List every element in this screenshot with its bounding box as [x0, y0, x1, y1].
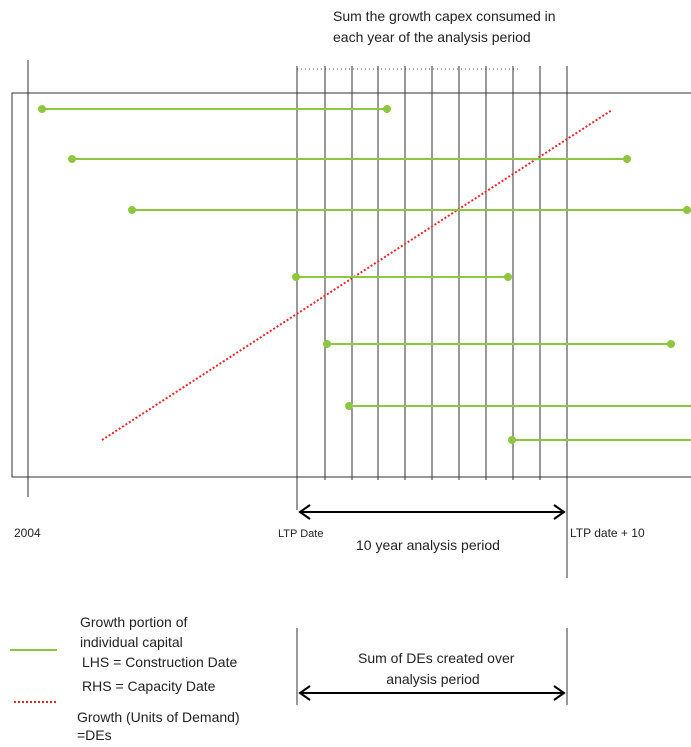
growth-demand-line	[101, 109, 613, 441]
capital-span-2	[68, 155, 631, 163]
legend-construction-text: LHS = Construction Date	[82, 654, 238, 670]
legend-capital-line-2: individual capital	[80, 634, 183, 651]
ltp-date-label: LTP Date	[278, 528, 324, 540]
ltp-plus-label: LTP date + 10	[570, 526, 645, 540]
legend-capacity-text: RHS = Capacity Date	[82, 678, 216, 694]
legend-capital-text: Growth portion of individual capital	[80, 612, 187, 653]
start-year-label: 2004	[14, 526, 41, 540]
header-line-1: Sum the growth capex consumed in	[333, 8, 556, 24]
capital-span-3	[128, 206, 691, 214]
de-sum-arrow	[298, 685, 566, 701]
capital-span-6	[345, 402, 691, 410]
capital-spans	[38, 105, 691, 444]
de-sum-line-1: Sum of DEs created over	[358, 650, 515, 666]
de-sum-bracket	[296, 628, 568, 705]
timeline-frame	[11, 92, 691, 478]
de-sum-line-2: analysis period	[386, 671, 480, 687]
legend-capital-line-1: Growth portion of	[80, 614, 188, 630]
legend-demand-line-1: Growth (Units of Demand)	[77, 709, 240, 725]
legend-demand-text: Growth (Units of Demand) =DEs	[77, 708, 240, 744]
de-sum-text: Sum of DEs created over analysis period	[358, 648, 515, 690]
analysis-period-arrow	[298, 504, 566, 520]
capital-span-5	[323, 340, 675, 348]
analysis-period-label: 10 year analysis period	[356, 537, 500, 553]
capital-span-4	[292, 273, 512, 281]
header-text: Sum the growth capex consumed in each ye…	[333, 6, 556, 48]
legend-demand-line-2: =DEs	[77, 727, 112, 744]
year-gridlines	[296, 66, 568, 578]
capital-span-1	[38, 105, 391, 113]
header-line-2: each year of the analysis period	[333, 29, 531, 45]
capital-span-7	[508, 436, 691, 444]
